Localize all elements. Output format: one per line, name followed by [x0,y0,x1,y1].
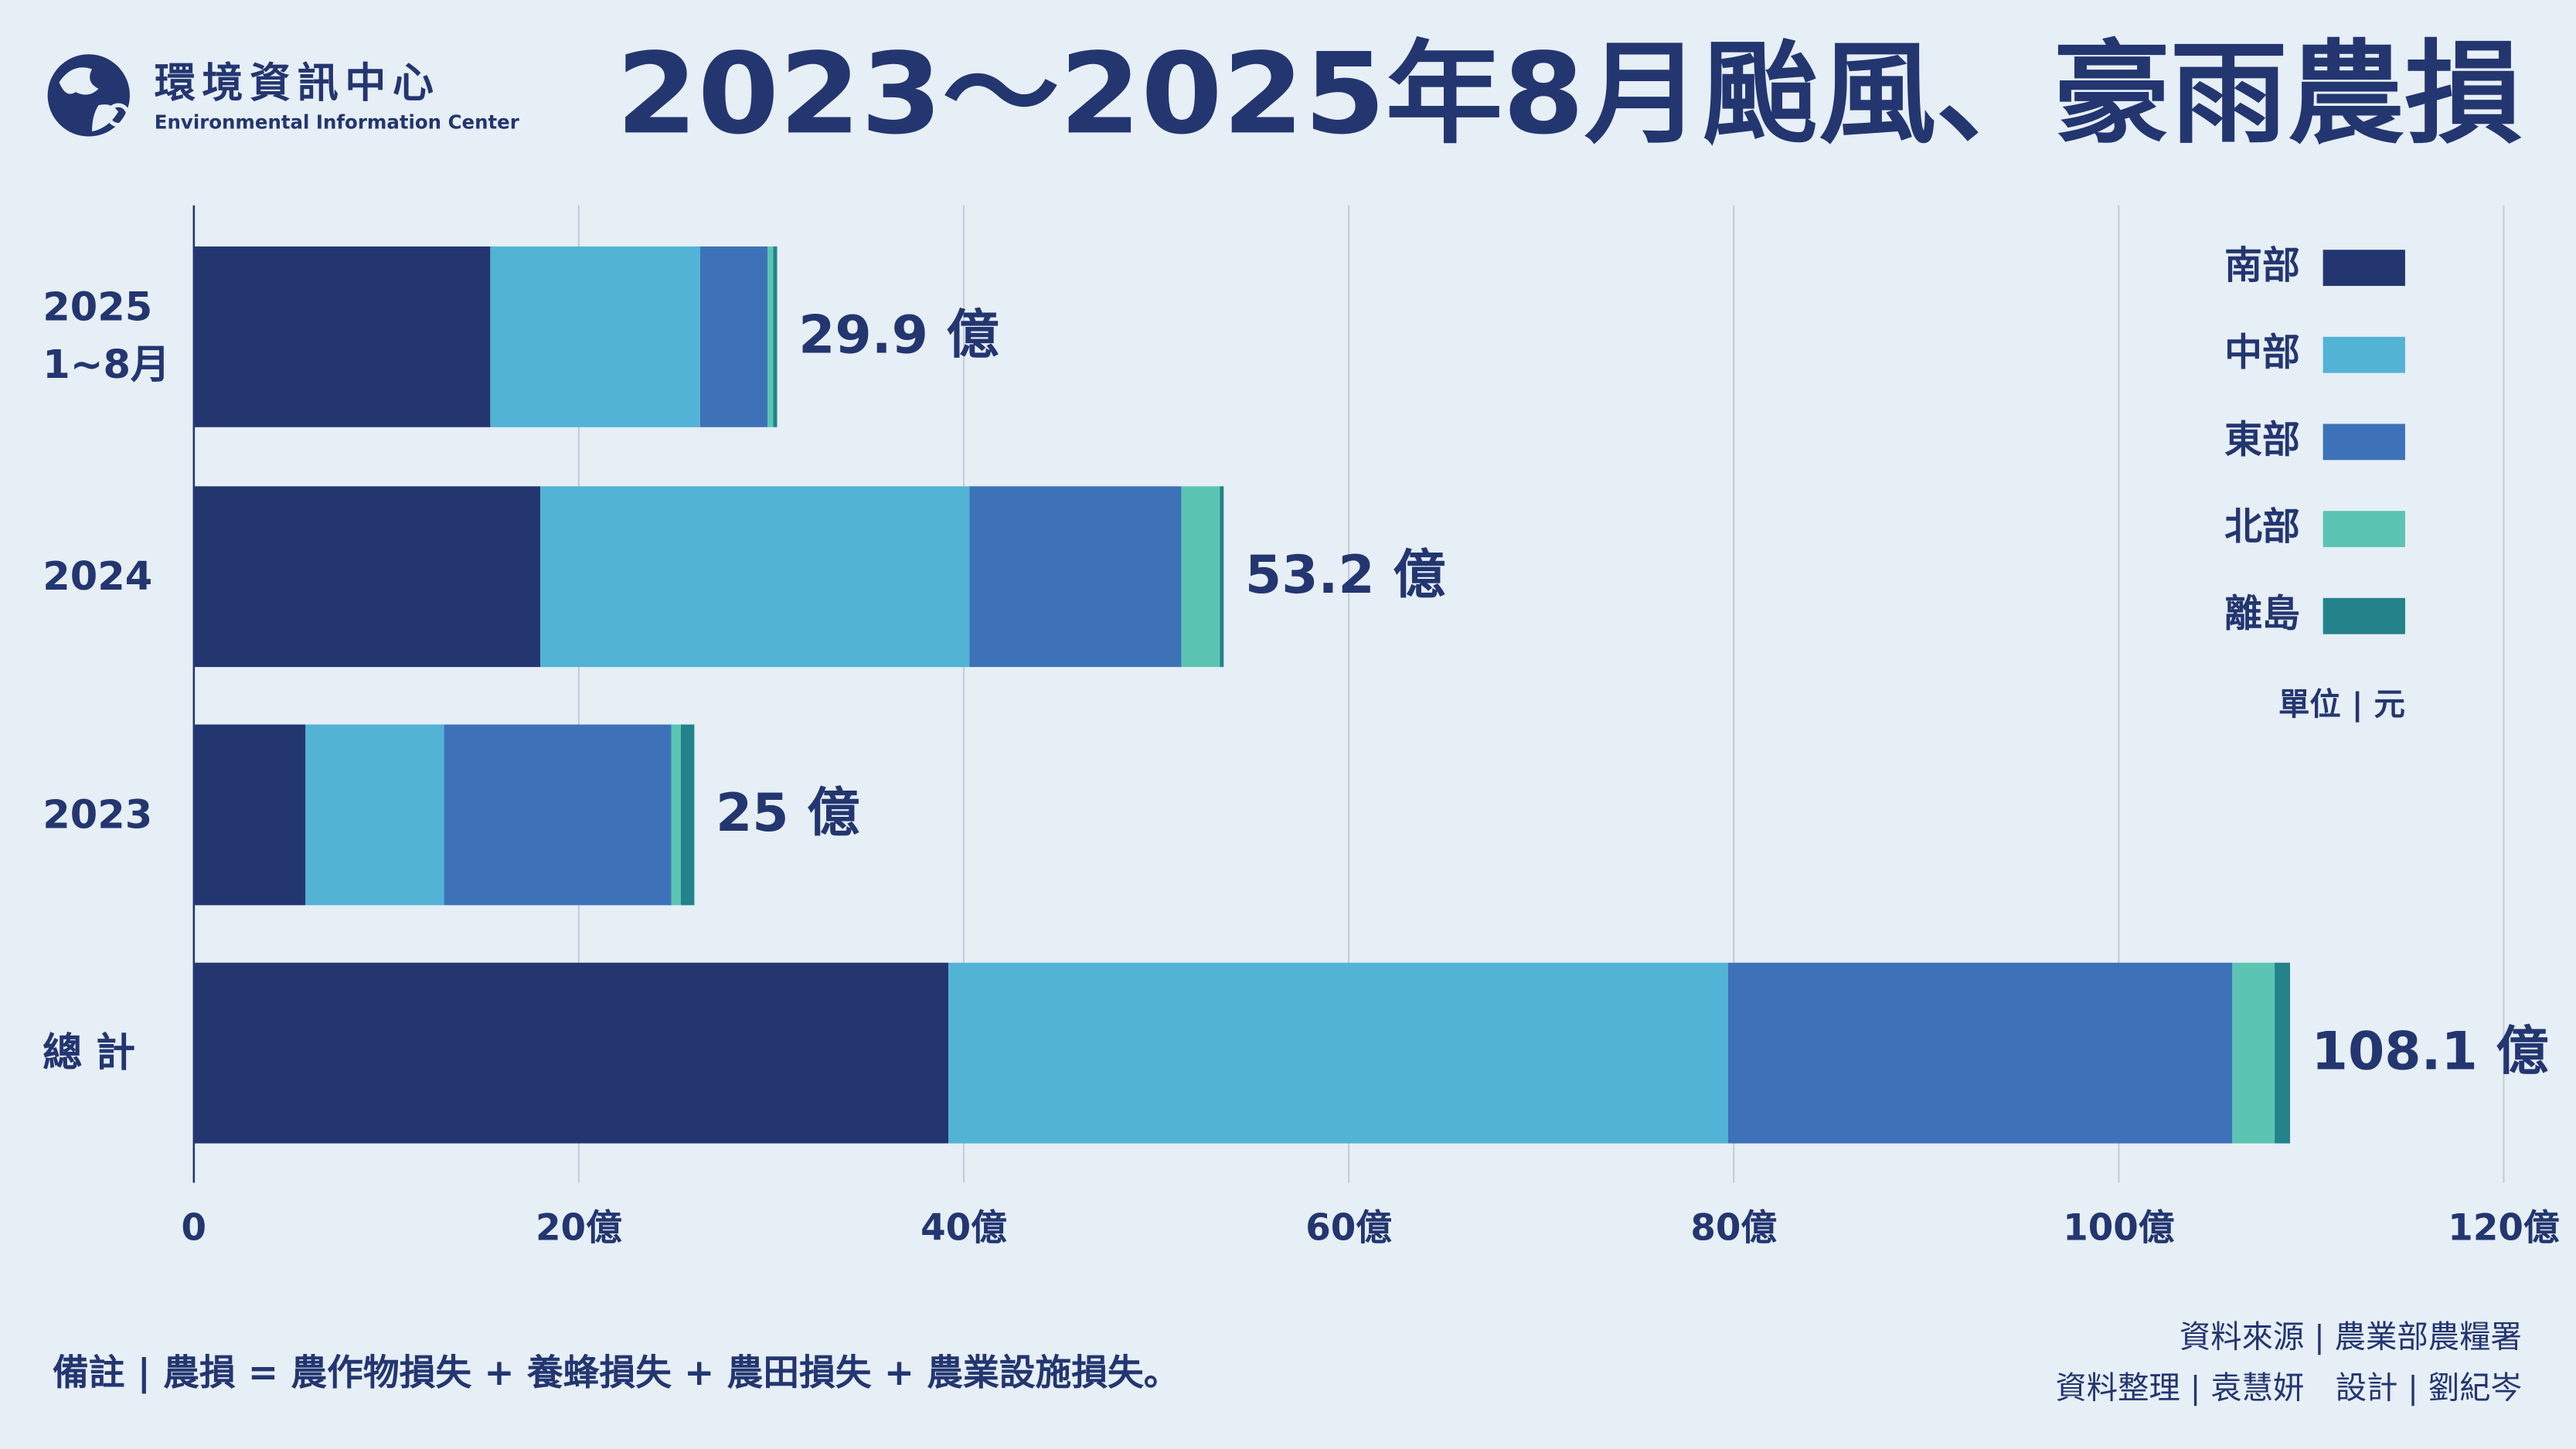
logo-icon [47,54,131,137]
bar-segment [969,486,1182,668]
bar-segment [2232,962,2275,1144]
bar-segment [1181,486,1220,668]
legend-label: 東部 [2224,417,2300,461]
x-tick-label: 120億 [2448,1208,2560,1250]
y-category: 總 計 [43,1029,136,1076]
bar-segment [699,246,768,427]
y-category: 2025 1~8月 [43,284,171,388]
bar-segment [193,962,949,1144]
bar-segment [305,724,444,906]
legend-swatch [2322,336,2405,373]
y-tick-label: 2025 1~8月 [43,284,171,388]
total-label: 53.2 億 [1245,545,1446,606]
total-label: 29.9 億 [798,305,999,366]
y-tick-label: 2024 [43,553,153,600]
y-category: 2023 [43,791,153,838]
bar-segment [193,724,306,906]
x-tick-label: 40億 [920,1208,1007,1250]
bar-segment [948,962,1728,1144]
y-category: 2024 [43,553,153,600]
footnote: 備註 | 農損 = 農作物損失 + 養蜂損失 + 農田損失 + 農業設施損失。 [53,1352,1180,1394]
bar-segment [2275,962,2291,1144]
bar-segment [540,486,970,668]
legend-label: 北部 [2224,505,2300,549]
x-tick-label: 0 [182,1208,207,1250]
brand-name: 環境資訊中心 [155,59,441,107]
legend-label: 南部 [2224,243,2300,287]
bar-segment [490,246,700,427]
x-tick-label: 80億 [1690,1208,1777,1250]
bar-segment [773,246,778,427]
bar-segment [1220,486,1224,668]
legend-label: 離島 [2224,592,2300,636]
x-tick-label: 100億 [2063,1208,2175,1250]
chart-title: 2023～2025年8月颱風、豪雨農損 [616,29,2522,159]
legend-swatch [2322,250,2405,286]
bar-segment [680,724,695,906]
legend-swatch [2322,597,2405,634]
bar-segment [1727,962,2233,1144]
x-tick-label: 60億 [1305,1208,1392,1250]
legend-swatch [2322,511,2405,547]
y-tick-label: 總 計 [43,1029,136,1076]
legend-swatch [2322,423,2405,461]
credits: 資料整理 | 袁慧妍 設計 | 劉紀岑 [2055,1369,2521,1406]
legend-label: 中部 [2224,331,2300,375]
bar-segment [193,486,541,668]
bar-segment [444,724,672,906]
bar-segment [767,246,774,427]
brand-subtitle: Environmental Information Center [155,111,519,134]
source: 資料來源 | 農業部農糧署 [2180,1318,2522,1355]
unit-label: 單位 | 元 [2278,686,2405,723]
bar-segment [671,724,681,906]
total-label: 25 億 [716,783,859,844]
bar-segment [193,246,491,427]
y-tick-label: 2023 [43,791,153,838]
x-tick-label: 20億 [536,1208,622,1250]
total-label: 108.1 億 [2312,1021,2549,1082]
